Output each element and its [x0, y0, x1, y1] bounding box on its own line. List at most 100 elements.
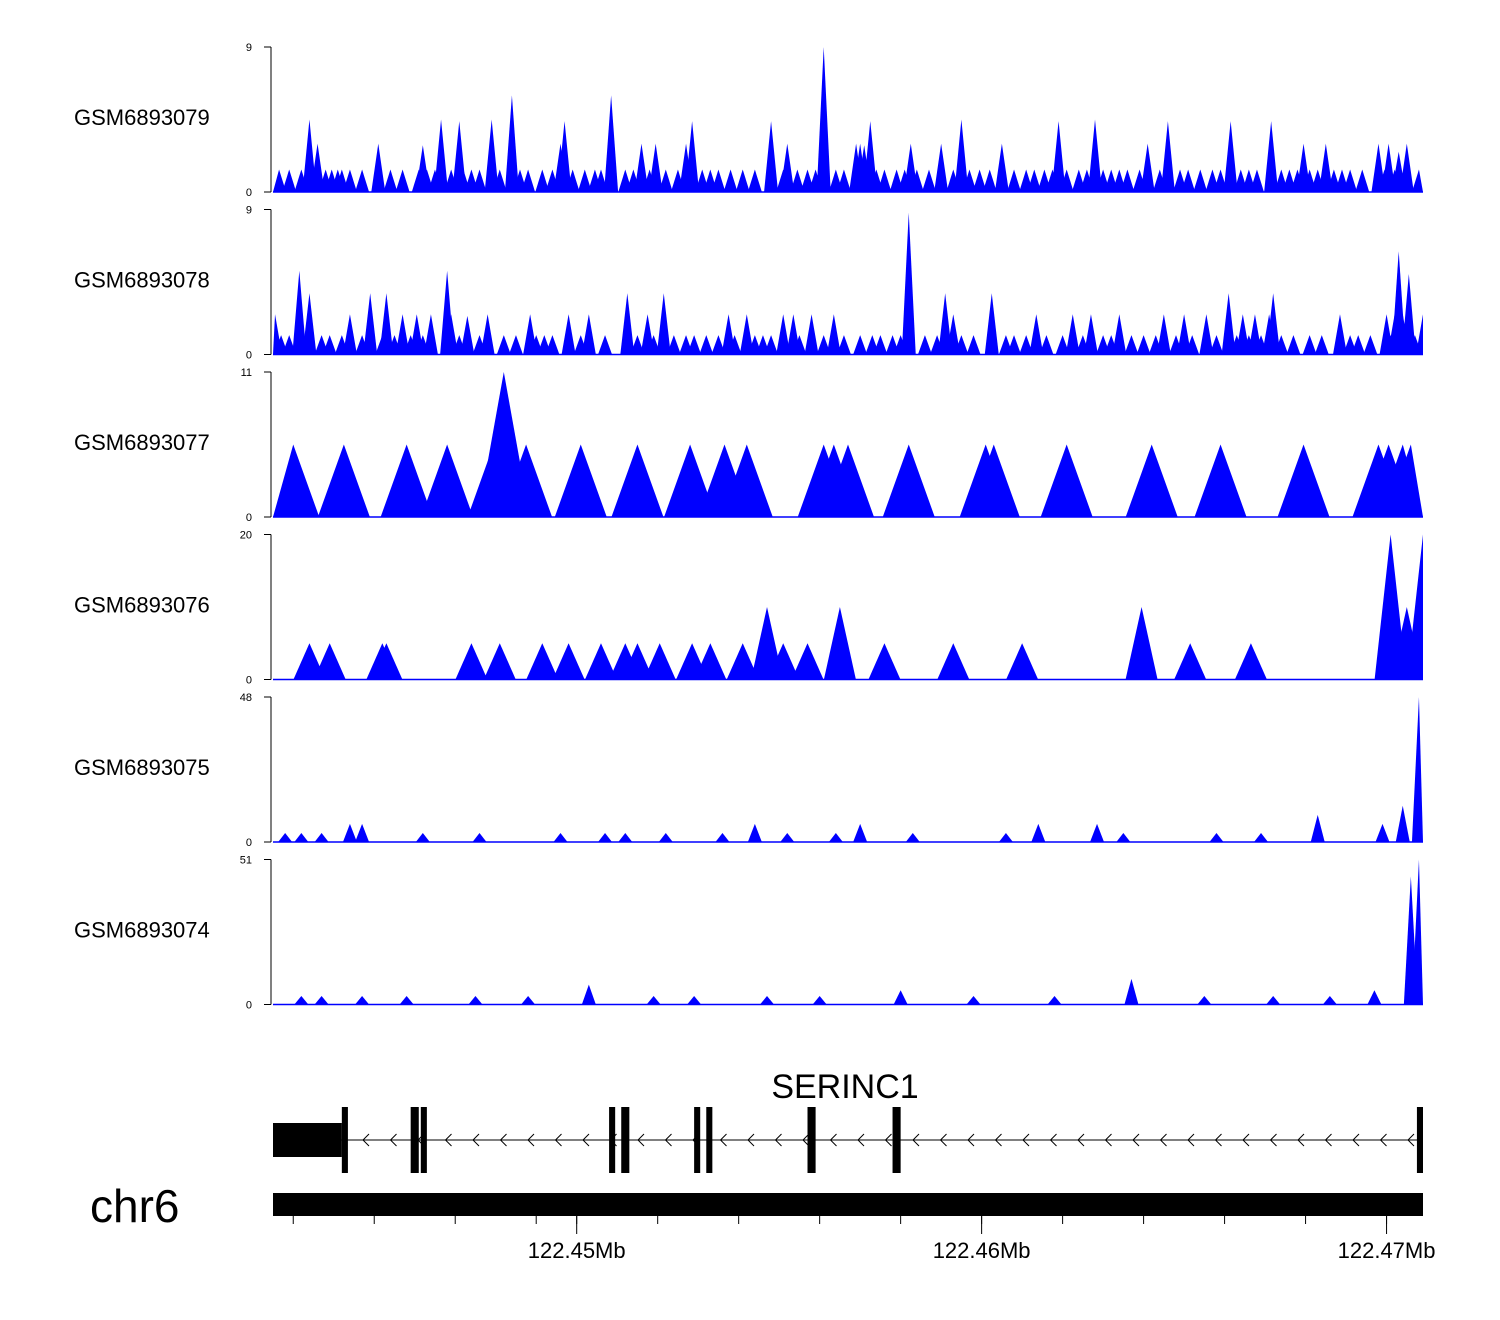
coverage-peak	[901, 212, 916, 355]
coverage-peak	[1039, 335, 1054, 355]
coverage-peak	[1411, 697, 1423, 842]
strand-arrow	[637, 1133, 645, 1147]
strand-arrow	[802, 1133, 810, 1147]
strand-arrow	[362, 1133, 370, 1147]
genome-axis: 122.45Mb 122.46Mb 122.47Mb	[273, 1193, 1435, 1263]
coverage-peak	[760, 995, 775, 1005]
coverage-peak	[751, 607, 784, 680]
strand-arrow	[1297, 1133, 1305, 1147]
coverage-peak	[552, 643, 585, 680]
coverage-peak	[1322, 995, 1337, 1005]
y-tick-label-max: 51	[240, 855, 252, 867]
coverage-peak	[1407, 534, 1423, 680]
coverage-peak	[1395, 805, 1410, 842]
strand-arrow	[527, 1133, 535, 1147]
strand-arrow	[1022, 1133, 1030, 1147]
coverage-peak	[282, 335, 297, 355]
coverage-peak	[1124, 335, 1139, 355]
coverage-peak	[1174, 643, 1207, 680]
coverage-peak	[1367, 990, 1382, 1005]
coverage-peak	[1059, 169, 1074, 192]
gene-exon	[1416, 1107, 1423, 1173]
coverage-peak	[1197, 995, 1212, 1005]
track-label: GSM6893077	[74, 430, 210, 455]
coverage-peak	[1083, 314, 1098, 355]
coverage-peak	[816, 47, 831, 192]
coverage-peak	[656, 293, 671, 355]
coverage-peak	[1363, 335, 1378, 355]
coverage-peak	[545, 335, 560, 355]
track-GSM6893074: GSM6893074 51 0	[74, 855, 1423, 1012]
coverage-peak	[1221, 293, 1236, 355]
y-tick-label-min: 0	[246, 837, 252, 849]
coverage-peak	[1213, 169, 1228, 192]
y-tick-label-min: 0	[246, 187, 252, 199]
strand-arrow	[1324, 1133, 1332, 1147]
coverage-peak	[314, 832, 329, 842]
gene-model-serinc1	[273, 1107, 1423, 1173]
coverage-peak	[828, 832, 843, 842]
coverage-peak	[720, 444, 773, 517]
coverage-peak	[658, 832, 673, 842]
coverage-peak	[764, 121, 779, 192]
coverage-peak	[1411, 169, 1423, 192]
coverage-peak	[363, 293, 378, 355]
gene-exon	[410, 1107, 419, 1173]
coverage-peak	[1019, 335, 1034, 355]
coverage-peak	[1411, 859, 1423, 1005]
coverage-peak	[739, 314, 754, 355]
coverage-peak	[646, 995, 661, 1005]
y-tick-label-max: 11	[241, 367, 252, 379]
coverage-peak	[1047, 995, 1062, 1005]
coverage-peak	[317, 444, 370, 517]
coverage-peak	[1027, 169, 1042, 192]
track-label: GSM6893076	[74, 593, 210, 618]
coverage-peak	[1194, 444, 1247, 517]
coverage-peak	[620, 293, 635, 355]
coverage-peak	[460, 315, 475, 355]
coverage-peak	[1181, 169, 1196, 192]
coverage-peak	[1088, 119, 1103, 192]
y-tick-label-min: 0	[246, 1000, 252, 1012]
coverage-peak	[938, 293, 953, 355]
coverage-peak	[715, 832, 730, 842]
strand-arrow	[1214, 1133, 1222, 1147]
coverage-peak	[726, 643, 759, 680]
coverage-peak	[342, 823, 357, 842]
coverage-peak	[877, 169, 892, 192]
coverage-peak	[1055, 335, 1070, 355]
coverage-peak	[1006, 643, 1039, 680]
coverage-peak	[472, 169, 487, 192]
coverage-peak	[776, 314, 791, 355]
coverage-peak	[1177, 314, 1192, 355]
coverage-peak	[1266, 995, 1281, 1005]
coverage-peak	[863, 121, 878, 192]
coverage-peak	[727, 335, 742, 355]
coverage-peak	[1051, 121, 1066, 192]
coverage-peak	[415, 832, 430, 842]
y-tick-label-max: 9	[246, 42, 252, 54]
coverage-peak	[1399, 143, 1414, 192]
coverage-peak	[1125, 607, 1158, 680]
coverage-peak	[853, 335, 868, 355]
gene-exon	[341, 1107, 348, 1173]
strand-arrow	[1269, 1133, 1277, 1147]
coverage-peak	[342, 314, 357, 355]
coverage-peak	[294, 832, 309, 842]
strand-arrow	[582, 1133, 590, 1147]
coverage-peak	[1416, 314, 1423, 355]
strand-arrow	[719, 1133, 727, 1147]
coverage-peak	[1343, 169, 1358, 192]
strand-arrow	[1187, 1133, 1195, 1147]
y-tick-label-max: 48	[240, 692, 252, 704]
gene-exon	[621, 1107, 630, 1173]
coverage-peak	[873, 335, 888, 355]
coverage-peak	[557, 121, 572, 192]
coverage-peak	[483, 643, 516, 680]
x-tick-label: 122.46Mb	[933, 1238, 1031, 1263]
gene-exon	[807, 1107, 816, 1173]
gene-exon	[706, 1107, 713, 1173]
coverage-peak	[643, 643, 676, 680]
strand-arrow	[774, 1133, 782, 1147]
x-tick-label: 122.45Mb	[528, 1238, 626, 1263]
